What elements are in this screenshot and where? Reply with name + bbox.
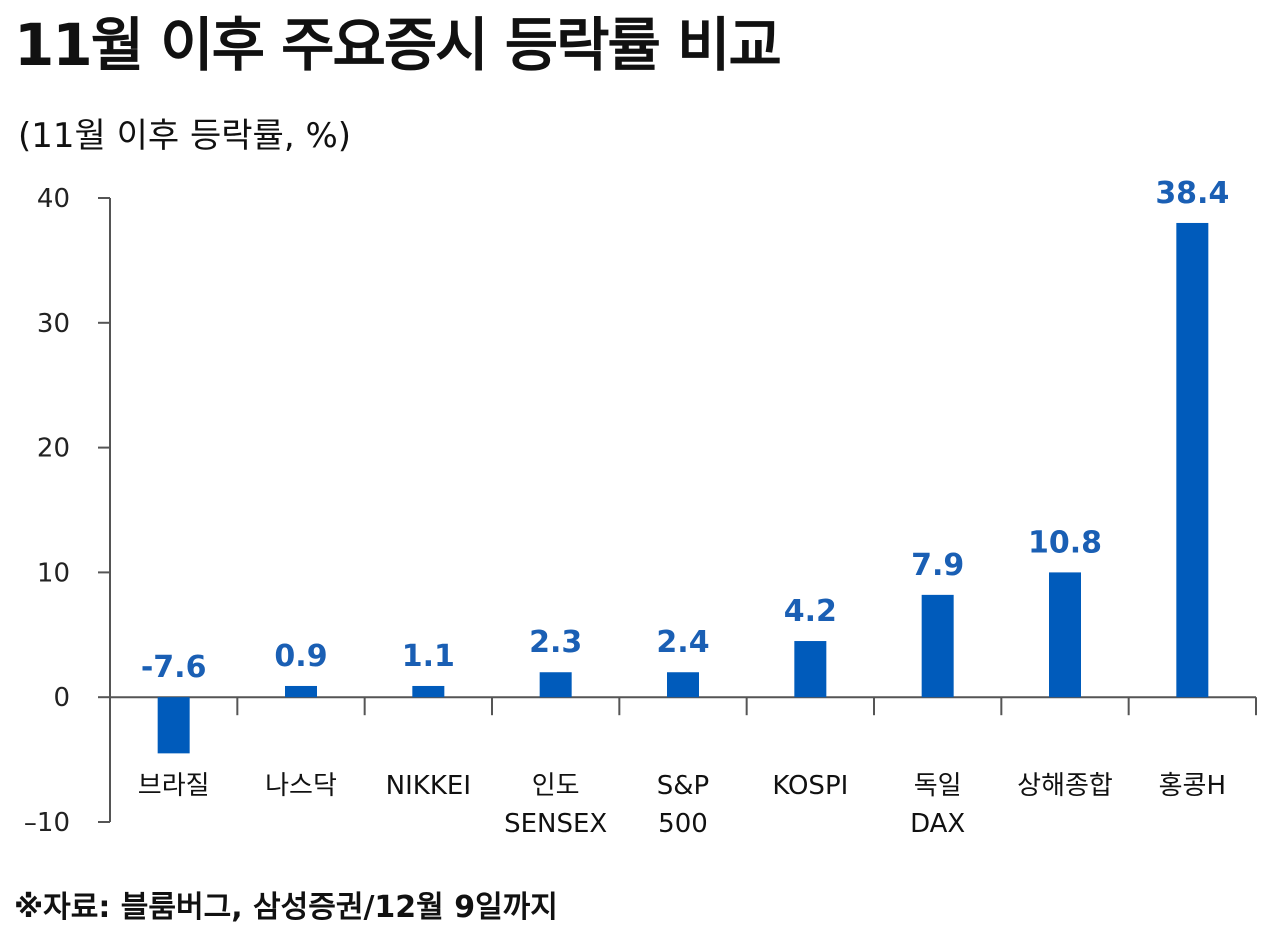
bar (794, 641, 827, 698)
bar (667, 672, 699, 698)
x-tick-label: 500 (658, 809, 708, 839)
y-tick-label: 40 (37, 184, 70, 214)
x-tick-label: 나스닥 (265, 771, 337, 801)
x-tick-label: 홍콩H (1159, 771, 1226, 801)
data-label: 10.8 (1028, 525, 1102, 560)
bar (1176, 222, 1209, 698)
x-tick-label: DAX (910, 809, 965, 839)
y-tick-label: 10 (37, 558, 70, 588)
x-tick-label: KOSPI (772, 771, 848, 801)
data-label: 1.1 (402, 639, 455, 674)
x-tick-label: 브라질 (138, 771, 210, 801)
y-tick-label: 20 (37, 434, 70, 464)
data-label: 2.3 (529, 625, 582, 660)
bar (285, 685, 317, 698)
data-label: 2.4 (656, 625, 709, 660)
x-tick-label: 인도 (532, 771, 580, 801)
bar (921, 594, 954, 698)
bar (412, 685, 445, 698)
data-label: 0.9 (274, 639, 327, 674)
chart-subtitle: (11월 이후 등락률, %) (18, 116, 352, 156)
bar (1049, 572, 1081, 698)
chart-title: 11월 이후 주요증시 등락률 비교 (14, 11, 782, 79)
bar (157, 697, 190, 754)
bar-chart: 40 30 20 10 0 –10 -7.6 브라질 0.9 나스닥 1.1 NIKKEI 2.3 인도 S… (24, 176, 1257, 839)
y-tick-label: 30 (37, 309, 70, 339)
x-tick-label: 독일 (914, 771, 962, 801)
x-tick-label: NIKKEI (386, 771, 471, 801)
y-tick-label: –10 (24, 808, 70, 838)
x-tick-label: 상해종합 (1017, 771, 1113, 801)
data-label: 7.9 (911, 548, 964, 583)
x-tick-label: S&P (657, 771, 709, 801)
bar (539, 672, 572, 698)
source-note: ※자료: 블룸버그, 삼성증권/12월 9일까지 (14, 890, 558, 925)
y-tick-label: 0 (53, 683, 70, 713)
data-label: -7.6 (141, 650, 207, 685)
data-label: 38.4 (1155, 176, 1229, 211)
x-tick-label: SENSEX (504, 809, 607, 839)
data-label: 4.2 (784, 594, 837, 629)
